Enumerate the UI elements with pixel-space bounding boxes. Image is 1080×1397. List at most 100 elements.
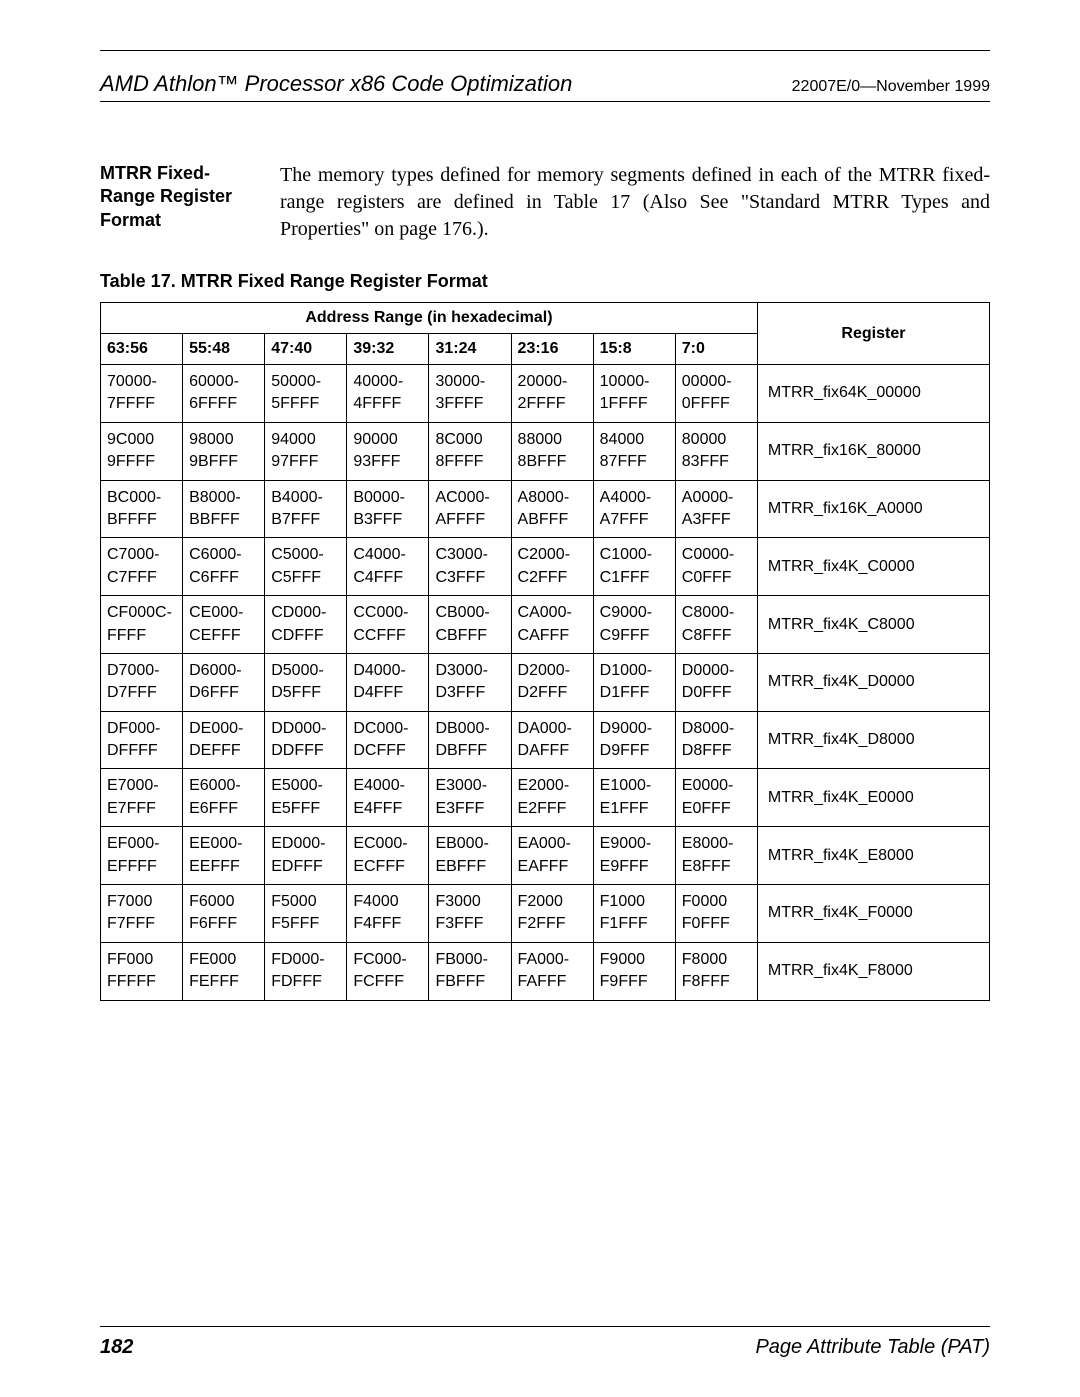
table-cell: F5000 F5FFF — [265, 885, 347, 943]
header-rule — [100, 101, 990, 102]
table-caption: Table 17. MTRR Fixed Range Register Form… — [100, 271, 990, 292]
table-row: 70000- 7FFFF60000- 6FFFF50000- 5FFFF4000… — [101, 365, 990, 423]
register-cell: MTRR_fix4K_D0000 — [757, 653, 989, 711]
table-cell: A8000- ABFFF — [511, 480, 593, 538]
table-cell: 70000- 7FFFF — [101, 365, 183, 423]
table-cell: A0000- A3FFF — [675, 480, 757, 538]
table-row: BC000- BFFFFB8000- BBFFFB4000- B7FFFB000… — [101, 480, 990, 538]
table-cell: 84000 87FFF — [593, 422, 675, 480]
page-container: AMD Athlon™ Processor x86 Code Optimizat… — [0, 0, 1080, 1397]
table-cell: F4000 F4FFF — [347, 885, 429, 943]
section-heading: MTRR Fixed-Range Register Format — [100, 162, 260, 243]
table-cell: 80000 83FFF — [675, 422, 757, 480]
register-cell: MTRR_fix4K_F0000 — [757, 885, 989, 943]
table-cell: F6000 F6FFF — [183, 885, 265, 943]
table-cell: CF000C- FFFF — [101, 596, 183, 654]
table-row: C7000- C7FFFC6000- C6FFFC5000- C5FFFC400… — [101, 538, 990, 596]
page-number: 182 — [100, 1336, 133, 1359]
section-body: The memory types defined for memory segm… — [280, 162, 990, 243]
table-cell: E3000- E3FFF — [429, 769, 511, 827]
col-head-7: 7:0 — [675, 334, 757, 365]
doc-title: AMD Athlon™ Processor x86 Code Optimizat… — [100, 71, 572, 97]
table-cell: C4000- C4FFF — [347, 538, 429, 596]
table-cell: F0000 F0FFF — [675, 885, 757, 943]
table-cell: D5000- D5FFF — [265, 653, 347, 711]
register-header: Register — [757, 303, 989, 365]
table-cell: FB000- FBFFF — [429, 942, 511, 1000]
table-cell: E9000- E9FFF — [593, 827, 675, 885]
table-row: DF000- DFFFFDE000- DEFFFDD000- DDFFFDC00… — [101, 711, 990, 769]
table-cell: 90000 93FFF — [347, 422, 429, 480]
top-rule — [100, 50, 990, 51]
table-cell: CE000- CEFFF — [183, 596, 265, 654]
table-cell: CA000- CAFFF — [511, 596, 593, 654]
table-cell: 10000- 1FFFF — [593, 365, 675, 423]
table-cell: CC000- CCFFF — [347, 596, 429, 654]
table-cell: EA000- EAFFF — [511, 827, 593, 885]
table-cell: D7000- D7FFF — [101, 653, 183, 711]
table-cell: D2000- D2FFF — [511, 653, 593, 711]
col-head-1: 55:48 — [183, 334, 265, 365]
table-cell: 98000 9BFFF — [183, 422, 265, 480]
col-head-4: 31:24 — [429, 334, 511, 365]
table-cell: B4000- B7FFF — [265, 480, 347, 538]
table-cell: F2000 F2FFF — [511, 885, 593, 943]
table-cell: FC000- FCFFF — [347, 942, 429, 1000]
table-cell: E1000- E1FFF — [593, 769, 675, 827]
table-cell: E0000- E0FFF — [675, 769, 757, 827]
footer-row: 182 Page Attribute Table (PAT) — [100, 1336, 990, 1359]
table-cell: F7000 F7FFF — [101, 885, 183, 943]
table-cell: C6000- C6FFF — [183, 538, 265, 596]
table-cell: 60000- 6FFFF — [183, 365, 265, 423]
col-head-6: 15:8 — [593, 334, 675, 365]
table-cell: FE000 FEFFF — [183, 942, 265, 1000]
table-cell: FD000- FDFFF — [265, 942, 347, 1000]
table-cell: CD000- CDFFF — [265, 596, 347, 654]
col-head-5: 23:16 — [511, 334, 593, 365]
register-cell: MTRR_fix4K_C0000 — [757, 538, 989, 596]
header-row: AMD Athlon™ Processor x86 Code Optimizat… — [100, 71, 990, 97]
section-block: MTRR Fixed-Range Register Format The mem… — [100, 162, 990, 243]
table-cell: C9000- C9FFF — [593, 596, 675, 654]
footer-title: Page Attribute Table (PAT) — [755, 1336, 990, 1359]
table-cell: FA000- FAFFF — [511, 942, 593, 1000]
table-cell: C3000- C3FFF — [429, 538, 511, 596]
table-cell: 20000- 2FFFF — [511, 365, 593, 423]
table-cell: E6000- E6FFF — [183, 769, 265, 827]
register-cell: MTRR_fix4K_E0000 — [757, 769, 989, 827]
mtrr-table: Address Range (in hexadecimal) Register … — [100, 302, 990, 1001]
col-head-2: 47:40 — [265, 334, 347, 365]
table-cell: CB000- CBFFF — [429, 596, 511, 654]
table-cell: EC000- ECFFF — [347, 827, 429, 885]
table-cell: F9000 F9FFF — [593, 942, 675, 1000]
table-cell: 9C000 9FFFF — [101, 422, 183, 480]
table-row: EF000- EFFFFEE000- EEFFFED000- EDFFFEC00… — [101, 827, 990, 885]
table-cell: EB000- EBFFF — [429, 827, 511, 885]
table-row: CF000C- FFFFCE000- CEFFFCD000- CDFFFCC00… — [101, 596, 990, 654]
table-cell: C8000- C8FFF — [675, 596, 757, 654]
table-cell: F8000 F8FFF — [675, 942, 757, 1000]
register-cell: MTRR_fix4K_D8000 — [757, 711, 989, 769]
table-cell: B8000- BBFFF — [183, 480, 265, 538]
col-head-3: 39:32 — [347, 334, 429, 365]
table-cell: C5000- C5FFF — [265, 538, 347, 596]
table-cell: DA000- DAFFF — [511, 711, 593, 769]
table-cell: F1000 F1FFF — [593, 885, 675, 943]
table-head: Address Range (in hexadecimal) Register … — [101, 303, 990, 365]
table-cell: C1000- C1FFF — [593, 538, 675, 596]
table-cell: DC000- DCFFF — [347, 711, 429, 769]
table-cell: EE000- EEFFF — [183, 827, 265, 885]
table-row: F7000 F7FFFF6000 F6FFFF5000 F5FFFF4000 F… — [101, 885, 990, 943]
table-cell: 50000- 5FFFF — [265, 365, 347, 423]
table-cell: E4000- E4FFF — [347, 769, 429, 827]
table-cell: C7000- C7FFF — [101, 538, 183, 596]
register-cell: MTRR_fix4K_C8000 — [757, 596, 989, 654]
table-cell: 30000- 3FFFF — [429, 365, 511, 423]
table-cell: E7000- E7FFF — [101, 769, 183, 827]
table-row: FF000 FFFFFFE000 FEFFFFD000- FDFFFFC000-… — [101, 942, 990, 1000]
table-cell: D8000- D8FFF — [675, 711, 757, 769]
table-cell: DE000- DEFFF — [183, 711, 265, 769]
register-cell: MTRR_fix4K_E8000 — [757, 827, 989, 885]
table-cell: E8000- E8FFF — [675, 827, 757, 885]
doc-id: 22007E/0—November 1999 — [792, 78, 990, 96]
